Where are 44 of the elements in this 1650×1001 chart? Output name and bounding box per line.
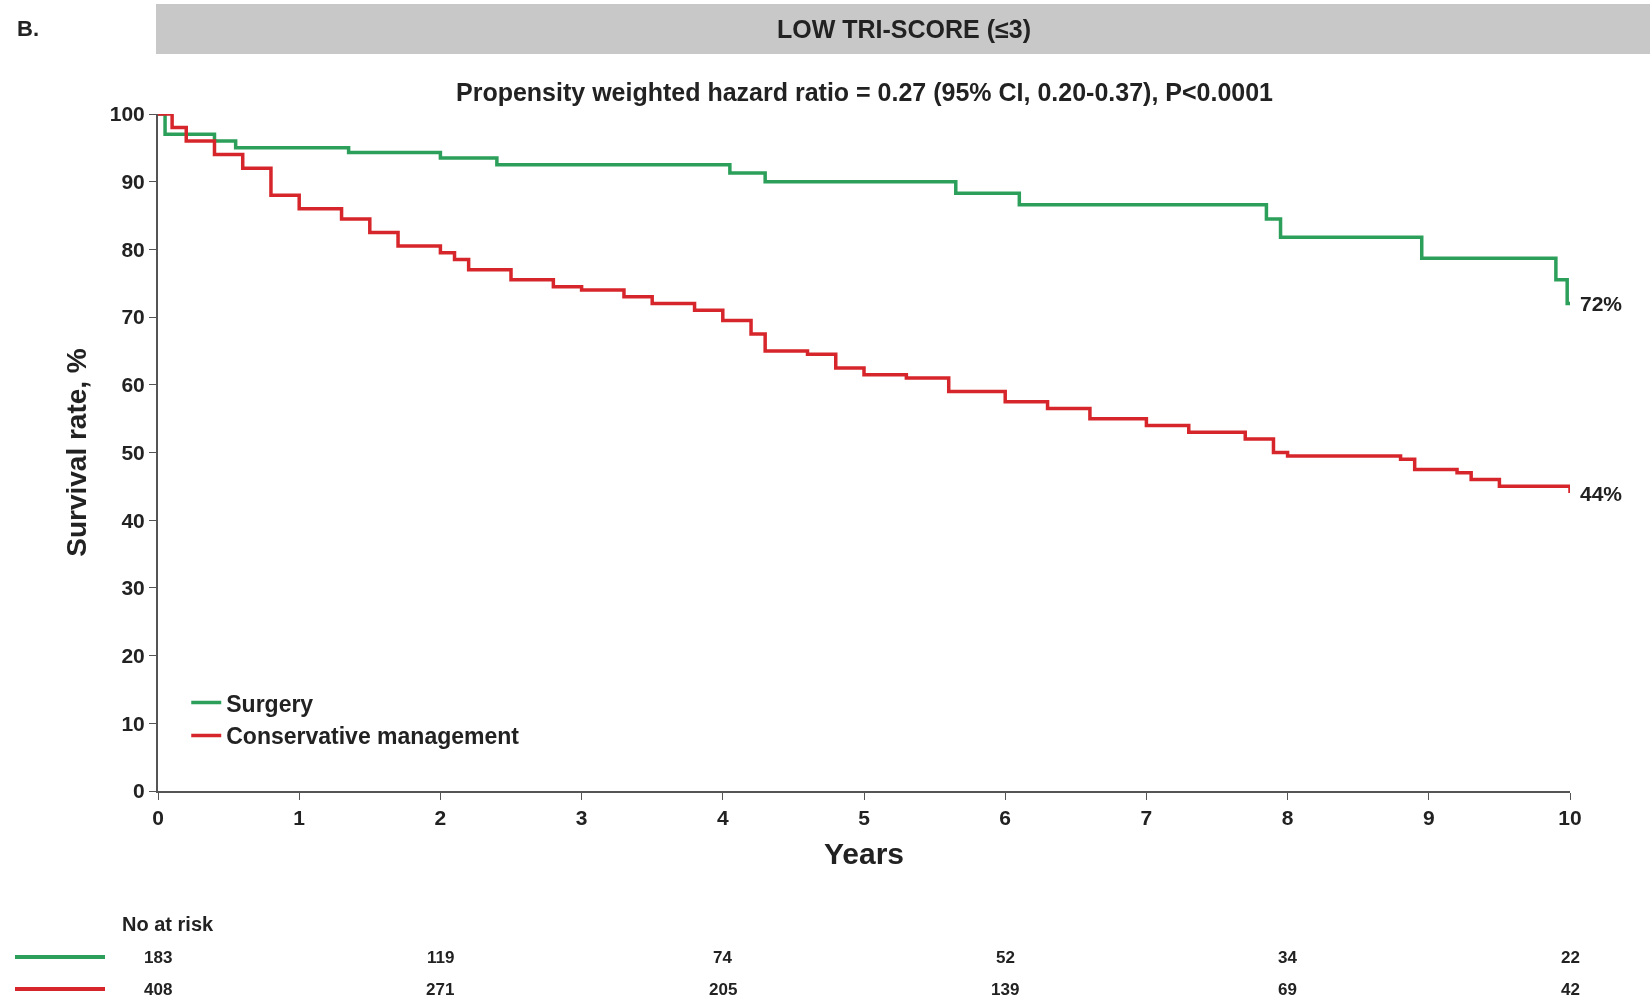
x-tick-label: 3 bbox=[575, 806, 588, 830]
x-tick-label: 7 bbox=[1140, 806, 1153, 830]
legend-label: Conservative management bbox=[226, 723, 520, 750]
text: 69 bbox=[1278, 980, 1297, 999]
text: 74 bbox=[713, 948, 733, 967]
y-tick-label: 90 bbox=[121, 170, 145, 194]
x-axis-title: Years bbox=[823, 837, 905, 871]
text: 34 bbox=[1278, 948, 1298, 967]
text: 119 bbox=[427, 948, 455, 967]
y-tick-label: 100 bbox=[109, 102, 145, 126]
x-tick-label: 2 bbox=[434, 806, 447, 830]
text: 42 bbox=[1561, 980, 1580, 999]
x-tick-label: 6 bbox=[999, 806, 1012, 830]
chart-subtitle: Propensity weighted hazard ratio = 0.27 (95% CI, 0.20-0.37), P<0.0001 bbox=[456, 78, 1274, 106]
x-tick-label: 1 bbox=[293, 806, 306, 830]
y-axis-title: Survival rate, % bbox=[60, 348, 92, 557]
y-tick-label: 80 bbox=[121, 237, 145, 261]
y-tick-label: 70 bbox=[121, 305, 145, 329]
y-tick-label: 30 bbox=[121, 576, 145, 600]
y-tick-label: 40 bbox=[121, 508, 145, 532]
x-tick-label: 9 bbox=[1422, 806, 1435, 830]
x-tick-label: 5 bbox=[858, 806, 871, 830]
text: B. bbox=[17, 16, 39, 41]
text: 408 bbox=[144, 980, 173, 999]
chart-title: LOW TRI-SCORE (≤3) bbox=[777, 15, 1031, 43]
text: No at risk bbox=[122, 913, 215, 935]
x-tick-label: 8 bbox=[1281, 806, 1294, 830]
x-tick-label: 4 bbox=[716, 806, 729, 830]
y-tick-label: 60 bbox=[121, 373, 145, 397]
annotation: 72% bbox=[1580, 292, 1623, 315]
y-tick-label: 0 bbox=[133, 779, 145, 803]
text: 183 bbox=[144, 948, 173, 967]
annotation: 44% bbox=[1580, 482, 1623, 505]
text: 52 bbox=[996, 948, 1015, 967]
text: 22 bbox=[1561, 948, 1580, 967]
y-tick-label: 20 bbox=[121, 643, 145, 667]
y-tick-label: 10 bbox=[121, 711, 145, 735]
x-tick-label: 10 bbox=[1558, 806, 1582, 830]
legend-label: Surgery bbox=[226, 690, 314, 717]
text: 139 bbox=[991, 980, 1020, 999]
text: 205 bbox=[709, 980, 738, 999]
y-tick-label: 50 bbox=[121, 440, 145, 464]
x-tick-label: 0 bbox=[152, 806, 164, 830]
text: 271 bbox=[426, 980, 455, 999]
